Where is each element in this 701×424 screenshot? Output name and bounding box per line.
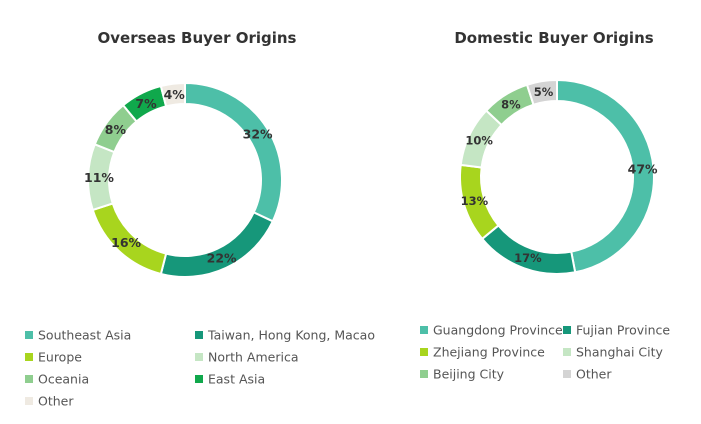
domestic-slice-label-guangdong-province: 47%: [628, 161, 658, 176]
domestic-slice-label-beijing-city: 8%: [501, 97, 521, 111]
domestic-legend-swatch-other: [563, 370, 571, 378]
overseas-legend-label-oceania: Oceania: [38, 372, 89, 387]
overseas-legend-swatch-europe: [25, 353, 33, 361]
overseas-slice-label-east-asia: 7%: [135, 96, 157, 111]
domestic-slice-label-fujian-province: 17%: [514, 251, 542, 265]
overseas-legend-item-north-america: North America: [195, 350, 299, 365]
overseas-legend-swatch-oceania: [25, 375, 33, 383]
domestic-legend-label-guangdong-province: Guangdong Province: [433, 323, 563, 338]
domestic-slice-label-other: 5%: [534, 85, 554, 99]
overseas-slice-other: [159, 81, 186, 108]
domestic-legend-swatch-guangdong-province: [420, 326, 428, 334]
overseas-legend: Southeast Asia Taiwan, Hong Kong, Macao Eu…: [25, 328, 375, 409]
overseas-legend-label-southeast-asia: Southeast Asia: [38, 328, 131, 343]
overseas-legend-label-taiwan-hong-kong-macao: Taiwan, Hong Kong, Macao: [207, 328, 375, 343]
overseas-legend-swatch-taiwan-hong-kong-macao: [195, 331, 203, 339]
overseas-legend-label-europe: Europe: [38, 350, 82, 365]
domestic-legend-item-shanghai-city: Shanghai City: [563, 345, 664, 360]
domestic-slice-label-shanghai-city: 10%: [465, 133, 493, 147]
overseas-slice-label-oceania: 8%: [105, 122, 127, 137]
domestic-slice-fujian-province: [480, 224, 577, 275]
overseas-legend-swatch-east-asia: [195, 375, 203, 383]
overseas-legend-swatch-southeast-asia: [25, 331, 33, 339]
domestic-legend-label-fujian-province: Fujian Province: [576, 323, 670, 338]
domestic-legend-item-beijing-city: Beijing City: [420, 367, 505, 382]
domestic-slice-other: [525, 78, 558, 106]
overseas-legend-label-east-asia: East Asia: [208, 372, 265, 387]
overseas-slice-label-taiwan-hong-kong-macao: 22%: [207, 250, 237, 265]
overseas-legend-swatch-north-america: [195, 353, 203, 361]
overseas-legend-item-oceania: Oceania: [25, 372, 89, 387]
domestic-legend-label-other: Other: [576, 367, 612, 382]
overseas-legend-item-europe: Europe: [25, 350, 82, 365]
domestic-legend-label-zhejiang-province: Zhejiang Province: [433, 345, 545, 360]
overseas-slice-label-southeast-asia: 32%: [243, 126, 273, 141]
domestic-legend-swatch-beijing-city: [420, 370, 428, 378]
overseas-slice-label-other: 4%: [164, 87, 186, 102]
domestic-legend-item-guangdong-province: Guangdong Province: [420, 323, 563, 338]
domestic-legend-swatch-zhejiang-province: [420, 348, 428, 356]
domestic-donut: 47% 17% 13% 10% 8% 5%: [459, 78, 658, 275]
domestic-legend-item-fujian-province: Fujian Province: [563, 323, 670, 338]
domestic-legend-item-zhejiang-province: Zhejiang Province: [420, 345, 545, 360]
overseas-donut: 32% 22% 16% 11% 8% 7% 4%: [84, 81, 283, 278]
domestic-legend-label-shanghai-city: Shanghai City: [576, 345, 664, 360]
domestic-legend-item-other: Other: [563, 367, 612, 382]
domestic-legend: Guangdong Province Fujian Province Zhejian…: [420, 323, 670, 382]
overseas-slice-taiwan-hong-kong-macao: [159, 211, 275, 278]
overseas-legend-label-other: Other: [38, 394, 74, 409]
overseas-slice-label-north-america: 11%: [84, 170, 114, 185]
overseas-slice-southeast-asia: [184, 81, 283, 223]
overseas-legend-item-southeast-asia: Southeast Asia: [25, 328, 131, 343]
domestic-chart-title: Domestic Buyer Origins: [454, 29, 653, 47]
domestic-legend-swatch-shanghai-city: [563, 348, 571, 356]
overseas-legend-item-other: Other: [25, 394, 74, 409]
overseas-legend-swatch-other: [25, 397, 33, 405]
overseas-legend-item-east-asia: East Asia: [195, 372, 265, 387]
domestic-slice-label-zhejiang-province: 13%: [461, 194, 489, 208]
overseas-legend-item-taiwan-hong-kong-macao: Taiwan, Hong Kong, Macao: [195, 328, 375, 343]
overseas-slice-label-europe: 16%: [111, 235, 141, 250]
domestic-legend-swatch-fujian-province: [563, 326, 571, 334]
overseas-legend-label-north-america: North America: [208, 350, 299, 365]
overseas-chart-title: Overseas Buyer Origins: [98, 29, 297, 47]
domestic-legend-label-beijing-city: Beijing City: [433, 367, 505, 382]
